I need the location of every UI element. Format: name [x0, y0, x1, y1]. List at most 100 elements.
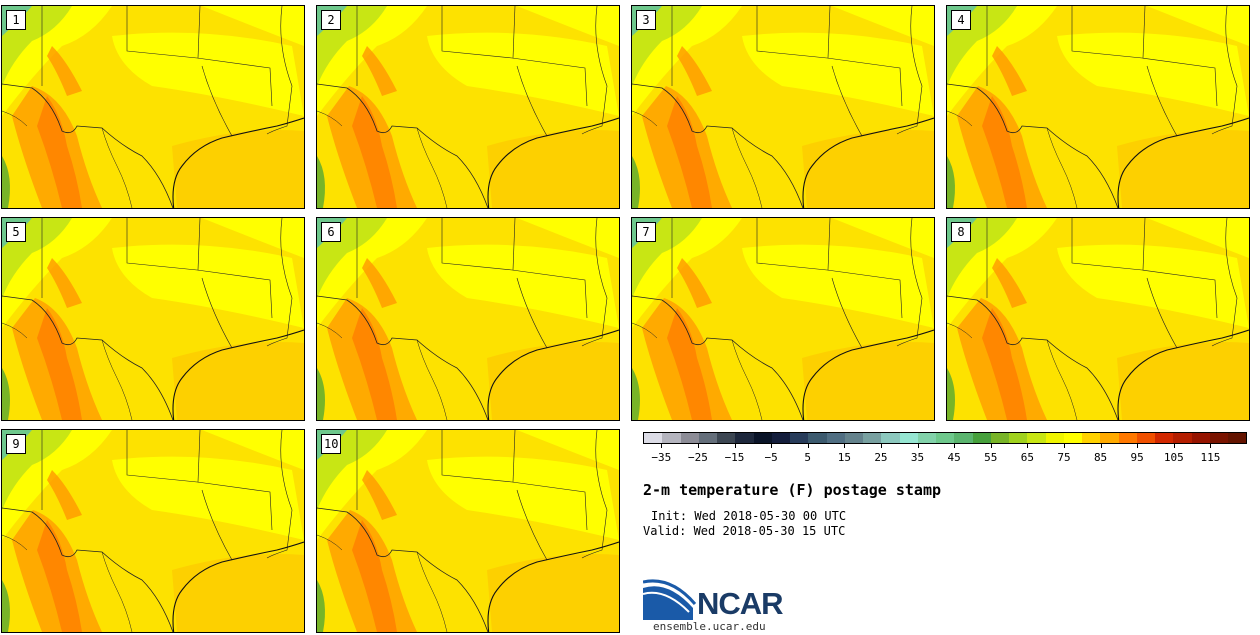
ncar-swoosh-icon [643, 579, 697, 620]
colorbar-tick [771, 444, 773, 448]
temperature-map [2, 218, 304, 420]
colorbar-tick [1173, 444, 1175, 448]
colorbar-tick-label: 45 [947, 451, 961, 464]
panel-number: 10 [321, 434, 342, 454]
colorbar-swatch [680, 433, 699, 443]
colorbar-ticks: −35 −25 −15 −5 5 15 25 35 45 55 65 75 85 95 105 115 [643, 444, 1247, 464]
colorbar-swatch [1173, 433, 1192, 443]
colorbar-swatch [990, 433, 1009, 443]
colorbar-tick-label: −25 [687, 451, 708, 464]
colorbar-tick-label: 65 [1020, 451, 1034, 464]
colorbar-swatch [808, 433, 827, 443]
colorbar-swatch [662, 433, 681, 443]
temperature-map [632, 218, 934, 420]
colorbar-tick-label: 55 [984, 451, 998, 464]
valid-time: Valid: Wed 2018-05-30 15 UTC [643, 524, 846, 538]
colorbar-tick [661, 444, 663, 448]
colorbar-swatch [771, 433, 790, 443]
temperature-map [947, 218, 1249, 420]
map-panel: 6 [316, 217, 620, 421]
map-panel: 5 [1, 217, 305, 421]
panel-number: 5 [6, 222, 26, 242]
colorbar-swatch [1063, 433, 1082, 443]
page-title: 2-m temperature (F) postage stamp [643, 481, 942, 499]
colorbar-swatch [717, 433, 736, 443]
colorbar-tick [990, 444, 992, 448]
map-panel: 3 [631, 5, 935, 209]
colorbar-tick-label: 25 [874, 451, 888, 464]
colorbar-swatch [644, 433, 663, 443]
colorbar-swatch [790, 433, 809, 443]
colorbar-tick [917, 444, 919, 448]
temperature-map [947, 6, 1249, 208]
colorbar-tick-label: 95 [1130, 451, 1144, 464]
map-panel: 10 [316, 429, 620, 633]
colorbar-tick [734, 444, 736, 448]
colorbar-swatch [1191, 433, 1210, 443]
colorbar-swatch [1136, 433, 1155, 443]
colorbar-tick-label: −15 [724, 451, 745, 464]
colorbar-tick [1027, 444, 1029, 448]
temperature-map [2, 6, 304, 208]
colorbar-tick [954, 444, 956, 448]
colorbar-tick-label: 105 [1163, 451, 1184, 464]
colorbar-tick-label: −5 [764, 451, 778, 464]
colorbar-tick-label: 75 [1057, 451, 1071, 464]
map-panel: 4 [946, 5, 1250, 209]
colorbar-tick [697, 444, 699, 448]
map-panel: 8 [946, 217, 1250, 421]
site-url: ensemble.ucar.edu [653, 620, 766, 633]
colorbar-swatch [1045, 433, 1064, 443]
temperature-map [2, 430, 304, 632]
panel-number: 2 [321, 10, 341, 30]
colorbar-swatch [826, 433, 845, 443]
colorbar-tick [1063, 444, 1065, 448]
colorbar-swatch [863, 433, 882, 443]
colorbar-swatch [698, 433, 717, 443]
panel-number: 8 [951, 222, 971, 242]
colorbar-tick-label: 5 [804, 451, 812, 464]
colorbar-swatch [899, 433, 918, 443]
colorbar-swatch [753, 433, 772, 443]
map-panel: 2 [316, 5, 620, 209]
colorbar-swatch [1009, 433, 1028, 443]
colorbar-swatch [972, 433, 991, 443]
colorbar-tick [1100, 444, 1102, 448]
temperature-map [632, 6, 934, 208]
colorbar-swatch [936, 433, 955, 443]
colorbar [643, 432, 1247, 444]
colorbar-tick [807, 444, 809, 448]
colorbar-tick [880, 444, 882, 448]
colorbar-tick [1210, 444, 1212, 448]
colorbar-swatch [1100, 433, 1119, 443]
colorbar-swatch [1228, 433, 1247, 443]
map-panel: 9 [1, 429, 305, 633]
colorbar-tick [1137, 444, 1139, 448]
panel-number: 3 [636, 10, 656, 30]
colorbar-tick-label: 115 [1200, 451, 1221, 464]
panel-number: 7 [636, 222, 656, 242]
colorbar-swatch [735, 433, 754, 443]
colorbar-swatch [1155, 433, 1174, 443]
colorbar-tick-label: −35 [651, 451, 672, 464]
colorbar-swatch [1082, 433, 1101, 443]
panel-number: 9 [6, 434, 26, 454]
colorbar-swatch [1118, 433, 1137, 443]
colorbar-swatch [917, 433, 936, 443]
colorbar-swatch [954, 433, 973, 443]
colorbar-swatch [1027, 433, 1046, 443]
colorbar-tick-label: 35 [910, 451, 925, 464]
colorbar-tick-label: 15 [837, 451, 851, 464]
panel-number: 6 [321, 222, 341, 242]
map-panel: 1 [1, 5, 305, 209]
temperature-map [317, 6, 619, 208]
colorbar-swatch [844, 433, 863, 443]
init-time: Init: Wed 2018-05-30 00 UTC [651, 509, 847, 523]
colorbar-tick-label: 85 [1093, 451, 1108, 464]
colorbar-tick [844, 444, 846, 448]
colorbar-swatch [881, 433, 900, 443]
temperature-map [317, 430, 619, 632]
temperature-map [317, 218, 619, 420]
panel-number: 1 [6, 10, 26, 30]
map-panel: 7 [631, 217, 935, 421]
